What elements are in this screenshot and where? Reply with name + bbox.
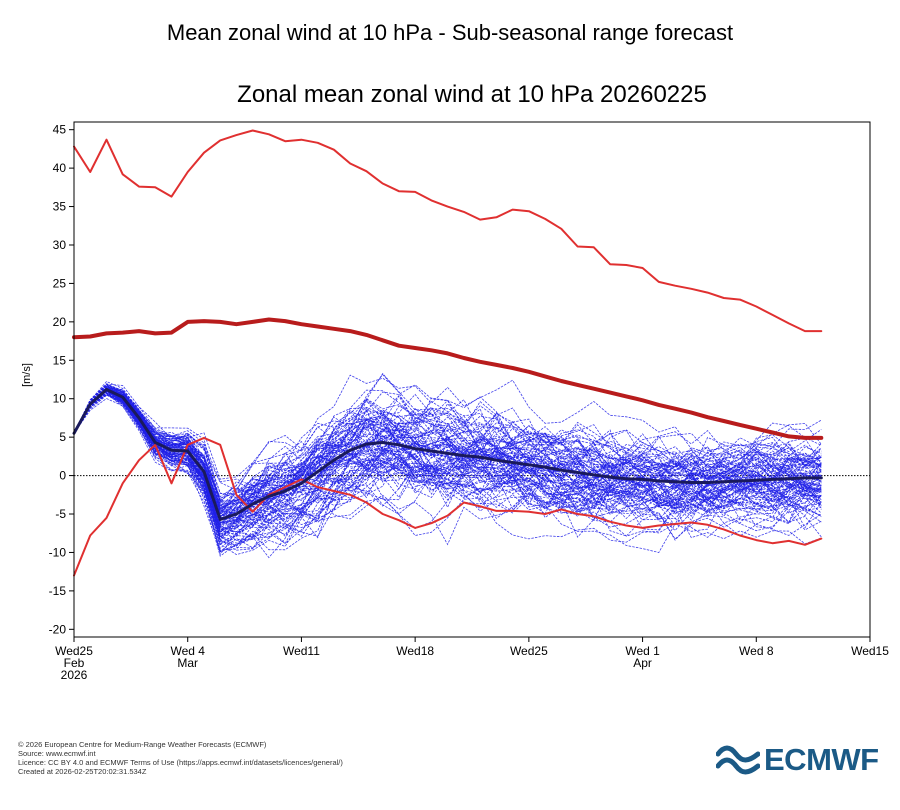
plot-frame [73, 121, 871, 638]
ensemble-member-line [73, 386, 822, 498]
ensemble-mean-line [72, 388, 823, 521]
ensemble-member-line [73, 390, 822, 521]
x-tick-label: Wed11 [283, 644, 320, 658]
ensemble-member-line [73, 383, 822, 499]
licence-text: Licence: CC BY 4.0 and ECMWF Terms of Us… [18, 758, 343, 767]
y-tick-label: -15 [49, 584, 67, 598]
x-tick-label: Apr [633, 656, 652, 670]
x-tick-label: Mar [177, 656, 198, 670]
ensemble-member-line [73, 386, 822, 505]
ensemble-member-line [73, 389, 822, 509]
ensemble-member-line [73, 389, 822, 525]
ensemble-member-line [73, 392, 822, 542]
ensemble-member-line [73, 387, 822, 511]
x-tick-label: Feb [64, 656, 85, 670]
zonal-wind-chart: Zonal mean zonal wind at 10 hPa 20260225… [21, 81, 889, 682]
ensemble-member-line [73, 391, 822, 533]
x-tick-label: Wed15 [851, 644, 889, 658]
y-axis-label: [m/s] [21, 363, 33, 387]
chart-title: Zonal mean zonal wind at 10 hPa 20260225 [237, 81, 707, 108]
page-title: Mean zonal wind at 10 hPa - Sub-seasonal… [166, 20, 734, 45]
ensemble-member-line [73, 390, 822, 515]
ensemble-member-line [73, 387, 822, 523]
ensemble-member-line [73, 390, 822, 537]
ensemble-member-line [73, 394, 822, 553]
y-tick-label: -20 [49, 622, 67, 636]
ensemble-member-line [73, 391, 822, 541]
ensemble-member-line [73, 392, 822, 551]
ensemble-member-line [73, 389, 822, 549]
ensemble-member-line [73, 385, 822, 508]
ensemble-member-line [73, 390, 822, 536]
ensemble-member-line [73, 394, 822, 551]
ensemble-member-line [73, 372, 822, 502]
ensemble-member-line [73, 389, 822, 530]
x-tick-label: Wed 4 [170, 644, 205, 658]
climatological-maximum-line [73, 129, 823, 333]
ensemble-member-line [73, 393, 822, 528]
ensemble-member-line [73, 389, 822, 556]
created-text: Created at 2026-02-25T20:02:31.534Z [18, 767, 147, 776]
ensemble-members [73, 372, 822, 559]
y-tick-label: 5 [59, 430, 66, 444]
ensemble-member-line [73, 374, 822, 480]
y-tick-label: -5 [55, 507, 66, 521]
ensemble-member-line [73, 388, 822, 518]
y-tick-label: 10 [53, 392, 67, 406]
ensemble-member-line [73, 386, 822, 487]
ensemble-member-line [73, 393, 822, 559]
y-tick-label: 30 [53, 238, 67, 252]
y-tick-label: 35 [53, 200, 67, 214]
ensemble-member-line [73, 383, 822, 495]
y-tick-label: 40 [53, 161, 67, 175]
source-text: Source: www.ecmwf.int [18, 749, 96, 758]
ecmwf-logo-text: ECMWF [764, 742, 879, 777]
ensemble-member-line [73, 389, 822, 541]
footer: © 2026 European Centre for Medium-Range … [18, 740, 343, 776]
x-tick-label: Wed 1 [625, 644, 660, 658]
y-tick-label: 0 [59, 469, 66, 483]
ensemble-member-line [73, 392, 822, 541]
y-tick-label: 15 [53, 353, 67, 367]
climatological-minimum-line [73, 436, 823, 577]
x-tick-label: Wed25 [55, 644, 93, 658]
ensemble-member-line [73, 388, 822, 514]
ecmwf-logo[interactable]: ECMWF [716, 742, 886, 778]
x-tick-label: Wed25 [510, 644, 548, 658]
ensemble-member-line [73, 385, 822, 511]
climatological-mean-line [72, 317, 824, 440]
x-tick-label: Wed18 [396, 644, 434, 658]
ecmwf-logo-icon [716, 745, 760, 775]
y-tick-label: 20 [53, 315, 67, 329]
copyright-text: © 2026 European Centre for Medium-Range … [18, 740, 267, 749]
ensemble-member-line [73, 383, 822, 501]
ensemble-member-line [73, 391, 822, 553]
x-tick-label: 2026 [61, 668, 88, 682]
ensemble-member-line [73, 385, 822, 522]
ensemble-member-line [73, 387, 822, 505]
y-tick-label: 45 [53, 123, 67, 137]
y-tick-label: 25 [53, 276, 67, 290]
x-tick-label: Wed 8 [739, 644, 774, 658]
ensemble-member-line [73, 385, 822, 510]
y-tick-label: -10 [49, 545, 67, 559]
